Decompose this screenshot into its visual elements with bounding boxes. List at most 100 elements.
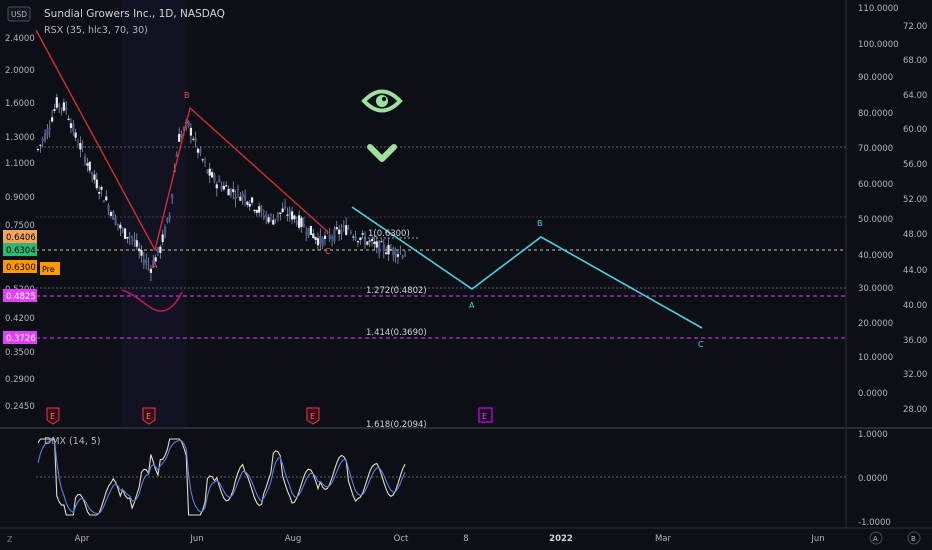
candle-body: [145, 259, 148, 263]
svg-text:0.3726: 0.3726: [6, 334, 36, 344]
candle-body: [46, 128, 49, 136]
earnings-marker-upcoming[interactable]: E: [478, 407, 493, 423]
candle-body: [274, 218, 277, 221]
left-axis-tick: 0.7500: [5, 221, 35, 231]
rsx-axis-tick: 50.0000: [858, 215, 893, 225]
eye-icon: [361, 89, 403, 113]
left-axis-tick: 1.6000: [5, 99, 35, 109]
fib-label-1414: 1.414(0.3690): [366, 328, 427, 338]
price-axis-tick: 44.00: [903, 266, 927, 276]
candle-body: [154, 257, 157, 262]
price-axis-tick: 72.00: [903, 22, 927, 32]
candle-body: [335, 227, 338, 230]
candle-body: [91, 172, 94, 175]
candle-body: [342, 225, 345, 227]
rsx-axis-tick: 80.0000: [858, 109, 893, 119]
indicator-legend-dmx[interactable]: DMX (14, 5): [44, 436, 101, 447]
candle-body: [349, 231, 352, 234]
candle-body: [156, 247, 160, 253]
price-badge: 0.6406: [3, 230, 37, 243]
dmx-axis-tick: 0.0000: [858, 474, 888, 484]
candle-body: [210, 172, 214, 178]
candle-body: [312, 233, 315, 238]
time-axis-label: Mar: [655, 534, 672, 544]
candle-body: [234, 196, 237, 200]
time-axis-label: Aug: [285, 534, 302, 544]
sub-pane[interactable]: [0, 430, 846, 526]
candle-body: [281, 208, 284, 213]
candle-body: [373, 241, 376, 245]
candle-body: [178, 133, 181, 142]
right-price-axis[interactable]: 72.00 68.00 64.00 60.00 56.00 52.00 48.00 44.00…: [903, 22, 927, 415]
candle-body: [338, 229, 341, 235]
candle-body: [396, 254, 400, 257]
candle-body: [347, 228, 350, 230]
rsx-axis-tick: 110.0000: [858, 4, 899, 14]
candle-body: [220, 185, 223, 190]
candle-body: [293, 215, 296, 220]
time-axis[interactable]: Apr Jun Aug Oct 8 2022 Mar Jun: [75, 534, 825, 544]
earnings-marker[interactable]: E: [306, 407, 320, 425]
candle-body: [86, 163, 89, 166]
right-rsx-axis[interactable]: 110.0000 100.0000 90.0000 80.0000 70.0000 60.…: [858, 4, 899, 399]
candle-body: [79, 143, 82, 150]
candle-body: [43, 133, 47, 141]
earnings-marker[interactable]: E: [46, 407, 60, 425]
candle-body: [326, 231, 329, 233]
candle-body: [133, 239, 136, 242]
candle-body: [159, 246, 162, 253]
svg-text:E: E: [50, 412, 55, 421]
candle-body: [272, 219, 275, 225]
earnings-marker[interactable]: E: [142, 407, 156, 425]
candle-body: [356, 241, 360, 243]
candle-body: [286, 214, 289, 216]
candle-body: [36, 148, 40, 150]
candle-body: [361, 233, 364, 235]
candle-body: [387, 244, 390, 255]
candle-body: [201, 159, 204, 161]
fib-label-1272: 1.272(0.4802): [366, 286, 427, 296]
candle-body: [189, 127, 193, 136]
dmx-axis-tick: 1.0000: [858, 430, 888, 440]
indicator-legend-rsx[interactable]: RSX (35, hlc3, 70, 30): [44, 25, 148, 36]
candle-body: [74, 132, 77, 138]
price-badge: 0.3726: [3, 331, 37, 344]
candle-body: [333, 228, 336, 241]
price-badge: 0.6300: [3, 260, 37, 273]
left-axis-tick: 1.1000: [5, 159, 35, 169]
currency-label: USD: [11, 10, 27, 19]
candle-body: [175, 154, 178, 157]
candle-body: [100, 187, 103, 190]
candle-body: [307, 227, 310, 237]
candle-body: [375, 241, 378, 248]
svg-text:0.6304: 0.6304: [6, 246, 36, 256]
left-price-axis[interactable]: 2.4000 2.0000 1.6000 1.3000 1.1000 0.9000 0.75…: [5, 34, 35, 412]
candle-body: [187, 121, 190, 127]
candle-body: [128, 236, 131, 238]
price-axis-tick: 52.00: [903, 195, 927, 205]
candle-body: [58, 104, 61, 107]
svg-text:A: A: [873, 535, 878, 543]
price-axis-tick: 36.00: [903, 336, 927, 346]
candle-body: [147, 264, 150, 266]
price-axis-tick: 32.00: [903, 370, 927, 380]
cyan-wave-label-c: C: [698, 340, 704, 349]
svg-text:E: E: [146, 412, 151, 421]
candle-body: [300, 217, 303, 227]
currency-box[interactable]: [7, 6, 31, 22]
candle-body: [163, 226, 167, 236]
candle-body: [378, 240, 381, 254]
candle-body: [213, 174, 216, 182]
price-axis-tick: 48.00: [903, 230, 927, 240]
candle-body: [135, 240, 138, 247]
auto-scale-button[interactable]: A: [869, 531, 883, 545]
candle-body: [149, 268, 153, 273]
bar-settings-button[interactable]: B: [907, 531, 921, 545]
candle-body: [279, 212, 282, 214]
candle-body: [62, 102, 65, 111]
zoom-reset-button[interactable]: Z: [7, 535, 13, 544]
dmx-axis[interactable]: 1.0000 0.0000 -1.0000: [858, 430, 891, 528]
candle-body: [194, 137, 197, 142]
symbol-title[interactable]: Sundial Growers Inc., 1D, NASDAQ: [44, 8, 225, 20]
